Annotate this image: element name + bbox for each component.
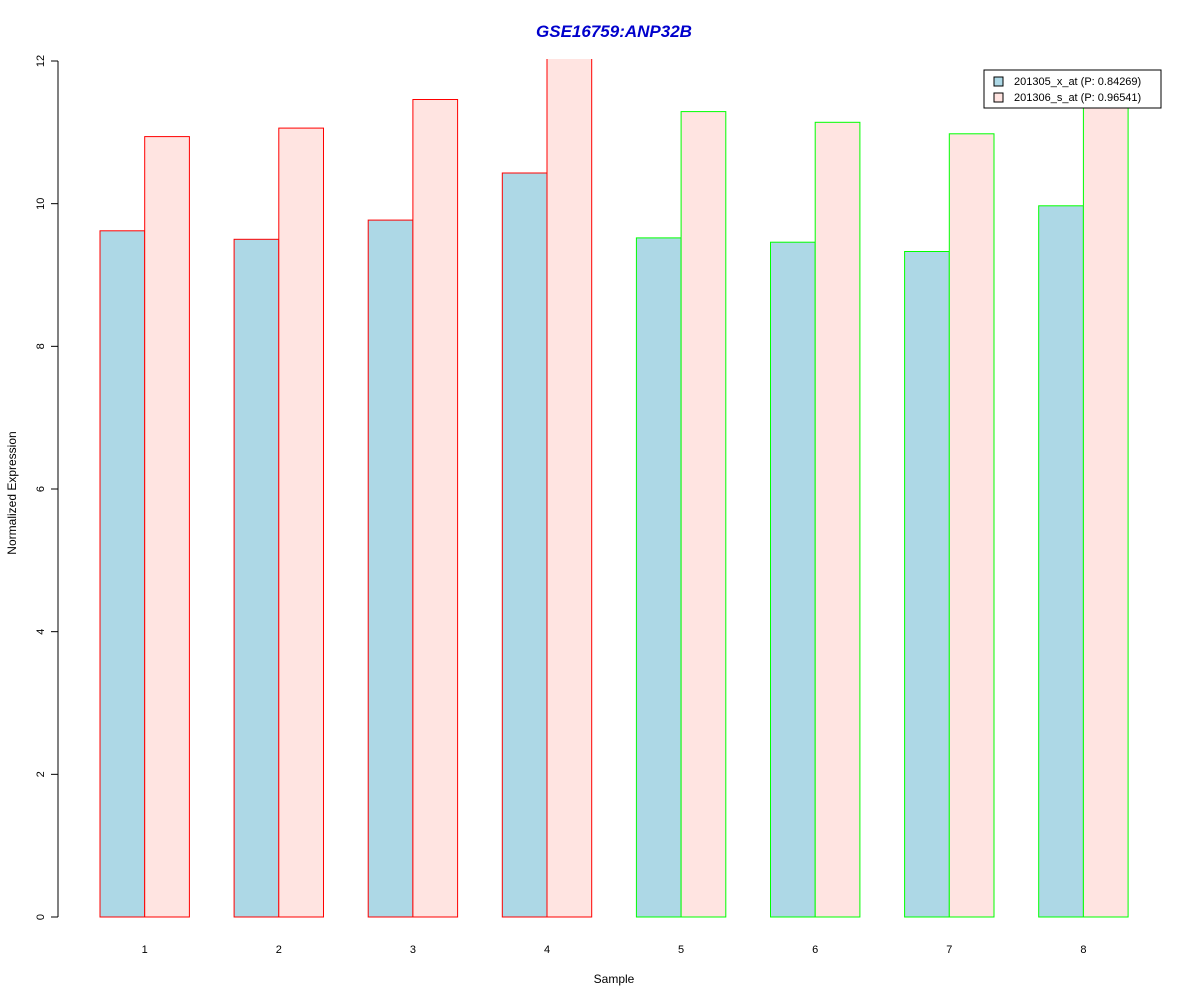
bar-sample-8-series-2 (1082, 104, 1129, 918)
x-tick-label-1: 1 (142, 944, 148, 956)
bar-sample-2-series-1 (233, 238, 280, 918)
bar-sample-1-series-2 (144, 136, 190, 918)
x-tick-label-7: 7 (946, 944, 952, 956)
legend-swatch-2 (993, 92, 1004, 103)
y-tick-label-8: 8 (35, 343, 47, 349)
y-tick-label-0: 0 (35, 914, 47, 920)
legend: 201305_x_at (P: 0.84269) 201306_s_at (P: … (983, 69, 1162, 109)
x-axis-title: Sample (594, 972, 635, 986)
y-axis-title: Normalized Expression (5, 431, 19, 554)
y-tick-label-10: 10 (35, 198, 47, 210)
bar-sample-4-series-1 (501, 172, 548, 918)
bar-sample-6-series-2 (814, 121, 861, 918)
y-tick-label-6: 6 (35, 486, 47, 492)
legend-swatch-1 (993, 76, 1004, 87)
x-tick-label-2: 2 (276, 944, 282, 956)
bar-sample-5-series-1 (635, 237, 682, 918)
legend-box (983, 69, 1162, 109)
bar-sample-7-series-2 (948, 133, 995, 918)
bar-sample-8-series-1 (1038, 205, 1084, 918)
y-tick-label-2: 2 (35, 771, 47, 777)
legend-label-2: 201306_s_at (P: 0.96541) (1014, 92, 1141, 104)
y-tick-label-12: 12 (35, 55, 47, 67)
x-axis-labels: 1 2 3 4 5 6 7 8 (142, 944, 1087, 956)
bar-sample-5-series-2 (680, 111, 727, 918)
bar-sample-3-series-2 (412, 99, 459, 918)
chart-title: GSE16759:ANP32B (536, 22, 692, 41)
bar-sample-4-series-2 (546, 59, 593, 918)
x-tick-label-4: 4 (544, 944, 550, 956)
x-tick-label-5: 5 (678, 944, 684, 956)
bar-sample-1-series-1 (99, 230, 146, 918)
bar-sample-6-series-1 (770, 241, 816, 918)
y-axis: 0 2 4 6 8 10 12 (35, 55, 59, 920)
x-tick-label-8: 8 (1080, 944, 1086, 956)
bars-layer (99, 59, 1129, 918)
bar-sample-3-series-1 (367, 219, 414, 918)
x-tick-label-6: 6 (812, 944, 818, 956)
bar-sample-2-series-2 (278, 127, 324, 918)
legend-label-1: 201305_x_at (P: 0.84269) (1014, 76, 1141, 88)
bar-sample-7-series-1 (904, 251, 950, 918)
y-tick-label-4: 4 (35, 629, 47, 635)
x-tick-label-3: 3 (410, 944, 416, 956)
